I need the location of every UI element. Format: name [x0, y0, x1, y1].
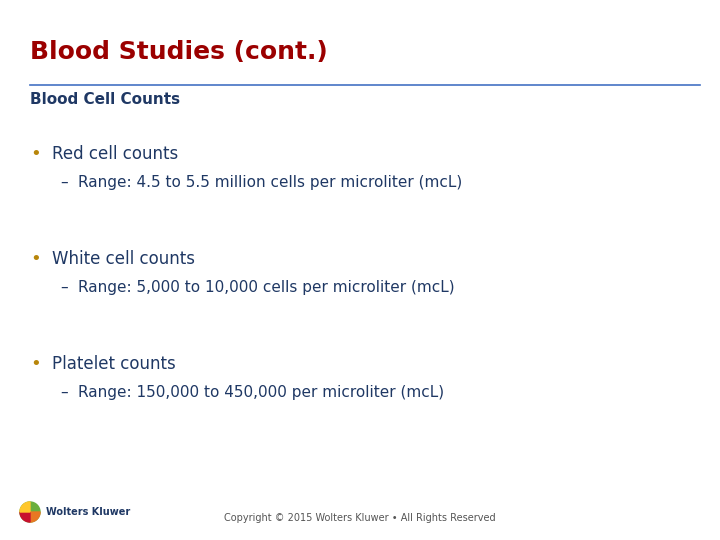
- Text: Range: 150,000 to 450,000 per microliter (mcL): Range: 150,000 to 450,000 per microliter…: [78, 385, 444, 400]
- Text: White cell counts: White cell counts: [52, 250, 195, 268]
- Wedge shape: [20, 502, 30, 512]
- Text: Range: 5,000 to 10,000 cells per microliter (mcL): Range: 5,000 to 10,000 cells per microli…: [78, 280, 454, 295]
- Wedge shape: [30, 512, 40, 522]
- Text: –: –: [60, 385, 68, 400]
- Text: Blood Cell Counts: Blood Cell Counts: [30, 92, 180, 107]
- Text: •: •: [30, 145, 41, 163]
- Text: Platelet counts: Platelet counts: [52, 355, 176, 373]
- Text: –: –: [60, 280, 68, 295]
- Circle shape: [20, 502, 40, 522]
- Text: –: –: [60, 175, 68, 190]
- Text: Red cell counts: Red cell counts: [52, 145, 179, 163]
- Text: Range: 4.5 to 5.5 million cells per microliter (mcL): Range: 4.5 to 5.5 million cells per micr…: [78, 175, 462, 190]
- Text: Blood Studies (cont.): Blood Studies (cont.): [30, 40, 328, 64]
- Text: •: •: [30, 250, 41, 268]
- Text: Copyright © 2015 Wolters Kluwer • All Rights Reserved: Copyright © 2015 Wolters Kluwer • All Ri…: [224, 513, 496, 523]
- Text: •: •: [30, 355, 41, 373]
- Wedge shape: [20, 512, 30, 522]
- Text: Wolters Kluwer: Wolters Kluwer: [46, 507, 130, 517]
